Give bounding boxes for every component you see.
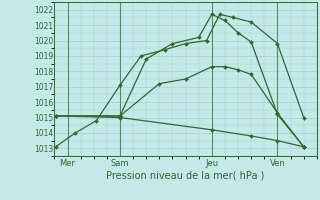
X-axis label: Pression niveau de la mer( hPa ): Pression niveau de la mer( hPa ) (107, 171, 265, 181)
